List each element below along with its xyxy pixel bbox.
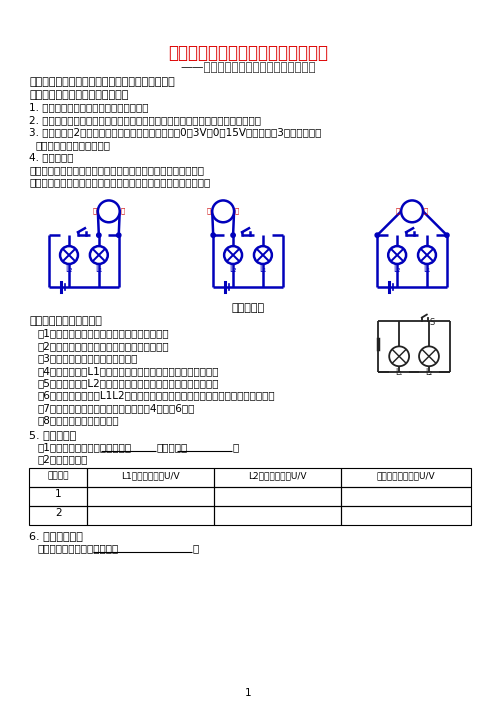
Text: （2）连接串联电路（注意开关的正确状态）。: （2）连接串联电路（注意开关的正确状态）。: [37, 341, 169, 351]
Bar: [214, 468, 341, 487]
Circle shape: [117, 233, 121, 237]
Text: L₂: L₂: [65, 265, 73, 274]
Text: 6. 分析和论证：: 6. 分析和论证：: [29, 531, 83, 541]
Text: L₂: L₂: [425, 368, 433, 377]
Text: L₂: L₂: [229, 265, 237, 274]
Text: 2: 2: [55, 508, 62, 518]
Text: V: V: [105, 206, 113, 216]
Text: （4）将电压表与L1灯并联，测出它两端的电压，记入表格中。: （4）将电压表与L1灯并联，测出它两端的电压，记入表格中。: [37, 366, 219, 376]
Text: 1. 实验名称：探究串联电路中电压的规律: 1. 实验名称：探究串联电路中电压的规律: [29, 102, 149, 112]
Circle shape: [211, 233, 215, 237]
Text: 4. 实验要求：: 4. 实验要求：: [29, 152, 74, 162]
Text: ——探究串并联电路电压的特点实验解读: ——探究串并联电路电压的特点实验解读: [180, 61, 316, 74]
Circle shape: [375, 233, 379, 237]
Text: －: －: [207, 207, 211, 213]
Text: ，分度值是: ，分度值是: [156, 442, 187, 452]
Text: 2. 实验目的：练习使用电压表，探究串联电路的总电压跟各部分电路电压的关系。: 2. 实验目的：练习使用电压表，探究串联电路的总电压跟各部分电路电压的关系。: [29, 115, 261, 125]
Bar: [341, 505, 471, 524]
Circle shape: [231, 233, 235, 237]
Text: －: －: [93, 207, 97, 213]
Circle shape: [445, 233, 449, 237]
Text: 实验次数: 实验次数: [47, 471, 69, 480]
Text: V: V: [219, 206, 227, 216]
Circle shape: [97, 233, 101, 237]
Circle shape: [98, 201, 120, 223]
Text: 。: 。: [192, 543, 198, 553]
Text: （3）闭合开关查看两灯是否发光。: （3）闭合开关查看两灯是否发光。: [37, 353, 137, 364]
Bar: [87, 468, 214, 487]
Text: V: V: [408, 206, 416, 216]
Text: （8）断开开关，整理器材。: （8）断开开关，整理器材。: [37, 416, 119, 425]
Text: L₁: L₁: [259, 265, 266, 274]
Text: 新课标没有规定但很重要的学生实验: 新课标没有规定但很重要的学生实验: [168, 44, 328, 62]
Text: S: S: [430, 317, 435, 326]
Bar: [341, 487, 471, 505]
Text: 5. 实验记录：: 5. 实验记录：: [29, 430, 76, 439]
Text: L₁: L₁: [424, 265, 431, 274]
Text: （1）接入电路中电压表的量程是: （1）接入电路中电压表的量程是: [37, 442, 131, 452]
Text: 【提出问题】串联电路的总电压与各部分电路电压有什么关系？: 【提出问题】串联电路的总电压与各部分电路电压有什么关系？: [29, 165, 204, 175]
Text: L₁: L₁: [95, 265, 103, 274]
Bar: [214, 505, 341, 524]
Text: （6）将电压表与整个L1L2串联电路并联，测出串联电路的总电压，记入表格中。: （6）将电压表与整个L1L2串联电路并联，测出串联电路的总电压，记入表格中。: [37, 390, 275, 401]
Text: （2）测量数据：: （2）测量数据：: [37, 455, 88, 465]
Circle shape: [212, 201, 234, 223]
Bar: [341, 468, 471, 487]
Text: L₂: L₂: [393, 265, 401, 274]
Circle shape: [401, 201, 423, 223]
Text: 1: 1: [55, 489, 62, 499]
Text: 不同），开关，导线若干。: 不同），开关，导线若干。: [35, 140, 110, 150]
Text: （一）探究串联电路中电压的规律: （一）探究串联电路中电压的规律: [29, 91, 128, 100]
Bar: [29, 505, 87, 524]
Text: （7）更换一只小灯泡，重复实验步骤（4）至（6）。: （7）更换一只小灯泡，重复实验步骤（4）至（6）。: [37, 403, 194, 413]
Bar: [214, 487, 341, 505]
Text: 串联电路的总电压U/V: 串联电路的总电压U/V: [377, 471, 435, 480]
Text: 3. 实验器材：2节干电池（或学生电源），电压表（0～3V、0～15V），小灯泡3个（灯泡规格: 3. 实验器材：2节干电池（或学生电源），电压表（0～3V、0～15V），小灯泡…: [29, 128, 321, 138]
Text: 【猜想与假设】串联电路的总电压可能等于各部分电路电压之和。: 【猜想与假设】串联电路的总电压可能等于各部分电路电压之和。: [29, 177, 210, 187]
Text: （5）将电压表与L2灯并联，测出它两端的电压，记入表格中。: （5）将电压表与L2灯并联，测出它两端的电压，记入表格中。: [37, 378, 219, 388]
Text: 【设计实验和进行实验】: 【设计实验和进行实验】: [29, 316, 102, 326]
Text: －: －: [396, 207, 400, 213]
Text: L2灯两端的电压U/V: L2灯两端的电压U/V: [248, 471, 307, 480]
Bar: [87, 487, 214, 505]
Text: L1灯两端的电压U/V: L1灯两端的电压U/V: [121, 471, 180, 480]
Text: ＋: ＋: [424, 207, 428, 213]
Text: 实验结论：串联电路的总电压: 实验结论：串联电路的总电压: [37, 543, 119, 553]
Text: 1: 1: [245, 689, 251, 698]
Text: ＋: ＋: [120, 207, 124, 213]
Text: 实验电路图: 实验电路图: [232, 303, 264, 312]
Text: ＋: ＋: [235, 207, 239, 213]
Bar: [29, 468, 87, 487]
Text: L₁: L₁: [395, 368, 403, 377]
Text: （1）检查器材，观察电压表的量程和分度值。: （1）检查器材，观察电压表的量程和分度值。: [37, 329, 169, 338]
Bar: [29, 487, 87, 505]
Text: 一、初中升学本实验理论考试需要掌握的基本问题: 一、初中升学本实验理论考试需要掌握的基本问题: [29, 77, 175, 87]
Bar: [87, 505, 214, 524]
Text: 。: 。: [232, 442, 239, 452]
